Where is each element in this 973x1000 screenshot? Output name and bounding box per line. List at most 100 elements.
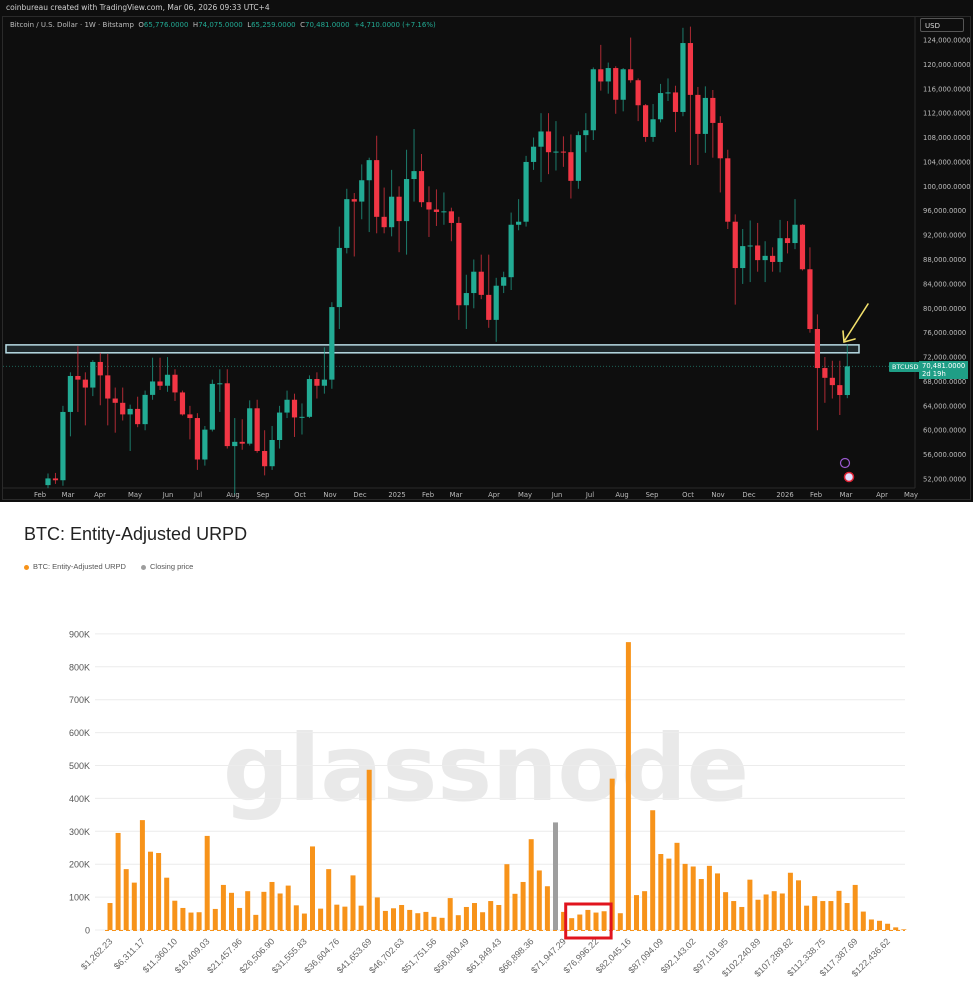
candle-body bbox=[478, 271, 484, 295]
candle-body bbox=[149, 381, 156, 395]
urpd-bar bbox=[860, 911, 866, 930]
candle-body bbox=[650, 119, 656, 137]
candle-body bbox=[164, 374, 171, 386]
candle-body bbox=[224, 383, 230, 447]
candle-body bbox=[269, 440, 275, 467]
time-tick-label: Oct bbox=[294, 491, 306, 499]
price-tick-label: 96,000.0000 bbox=[923, 207, 966, 215]
urpd-bar bbox=[131, 882, 137, 930]
candle-body bbox=[613, 68, 619, 100]
candle-body bbox=[456, 222, 462, 306]
urpd-bar bbox=[318, 908, 324, 930]
urpd-bar bbox=[261, 891, 267, 930]
urpd-bar bbox=[164, 877, 170, 930]
urpd-bar bbox=[893, 927, 899, 930]
symbol-description[interactable]: Bitcoin / U.S. Dollar · 1W · Bitstamp bbox=[10, 21, 134, 29]
candle-body bbox=[276, 412, 283, 440]
urpd-bar bbox=[642, 891, 648, 930]
time-tick-label: Dec bbox=[742, 491, 755, 499]
candle-body bbox=[329, 307, 335, 380]
candle-body bbox=[172, 374, 178, 393]
ohlc-legend: Bitcoin / U.S. Dollar · 1W · Bitstamp O6… bbox=[10, 21, 436, 29]
urpd-bar bbox=[148, 851, 153, 930]
time-tick-label: Apr bbox=[876, 491, 888, 499]
candle-body bbox=[695, 94, 701, 134]
urpd-bar bbox=[763, 894, 769, 930]
candle-body bbox=[306, 379, 313, 417]
legend-label: Closing price bbox=[150, 562, 194, 571]
highlight-box bbox=[564, 902, 613, 940]
candle-body bbox=[381, 216, 387, 228]
candle-body bbox=[635, 80, 641, 106]
urpd-bar bbox=[204, 835, 210, 930]
candle-body bbox=[254, 408, 260, 451]
price-tick-label: 120,000.0000 bbox=[923, 61, 971, 69]
candle-body bbox=[620, 69, 626, 100]
urpd-bar-chart[interactable]: glassnode 0 100K 200K 300K 400K 500K 600K 700K 80… bbox=[0, 500, 973, 1000]
urpd-bar bbox=[245, 891, 251, 930]
time-tick-label: May bbox=[128, 491, 142, 499]
candlestick-chart[interactable]: 52,000.0000 56,000.0000 60,000.0000 64,000.… bbox=[0, 0, 973, 500]
time-tick-label: Feb bbox=[34, 491, 46, 499]
candle-body bbox=[508, 224, 514, 278]
urpd-bar bbox=[852, 884, 858, 930]
time-tick-label: Apr bbox=[94, 491, 106, 499]
price-tick-label: 80,000.0000 bbox=[923, 305, 966, 313]
candle-body bbox=[321, 379, 327, 386]
chart-frame bbox=[2, 16, 971, 500]
price-tick-label: 72,000.0000 bbox=[923, 354, 966, 362]
urpd-bar bbox=[885, 923, 891, 930]
urpd-bar bbox=[488, 901, 494, 930]
candle-body bbox=[486, 294, 492, 320]
urpd-bar bbox=[358, 905, 364, 930]
legend-item-closing-price[interactable]: Closing price bbox=[141, 562, 193, 571]
urpd-bar bbox=[658, 854, 664, 930]
time-tick-label: Jul bbox=[585, 491, 594, 499]
y-tick-label: 800K bbox=[69, 662, 90, 672]
candle-body bbox=[710, 97, 716, 123]
time-tick-label: Nov bbox=[711, 491, 724, 499]
time-tick-label: Mar bbox=[840, 491, 853, 499]
urpd-bar bbox=[350, 875, 356, 930]
urpd-bar bbox=[399, 904, 405, 930]
candle-body bbox=[814, 329, 821, 369]
urpd-bar bbox=[455, 915, 461, 930]
urpd-bar bbox=[828, 901, 834, 930]
candle-body bbox=[67, 375, 74, 412]
price-tick-label: 52,000.0000 bbox=[923, 476, 966, 484]
urpd-bar bbox=[463, 906, 469, 930]
candle-body bbox=[837, 385, 843, 396]
price-tick-label: 104,000.0000 bbox=[923, 158, 971, 166]
urpd-bar bbox=[706, 865, 712, 930]
candle-body bbox=[45, 478, 51, 486]
bar-countdown: 2d 19h bbox=[922, 370, 946, 378]
candle-body bbox=[247, 408, 253, 444]
candle-body bbox=[568, 152, 574, 181]
candle-body bbox=[784, 238, 791, 244]
time-tick-label: Feb bbox=[422, 491, 434, 499]
candle-body bbox=[598, 69, 604, 82]
candle-body bbox=[90, 361, 96, 388]
y-tick-label: 400K bbox=[69, 794, 90, 804]
candle-body bbox=[516, 221, 522, 225]
candle-body bbox=[822, 368, 828, 378]
urpd-bar bbox=[536, 870, 542, 930]
price-tick-label: 88,000.0000 bbox=[923, 256, 966, 264]
urpd-bar bbox=[253, 914, 259, 930]
urpd-bar bbox=[334, 904, 340, 930]
currency-button[interactable]: USD bbox=[920, 18, 964, 32]
urpd-bar bbox=[569, 918, 575, 930]
urpd-bar bbox=[391, 908, 396, 930]
time-tick-label: Apr bbox=[488, 491, 500, 499]
time-tick-label: Mar bbox=[450, 491, 463, 499]
candle-body bbox=[239, 441, 245, 444]
urpd-bar bbox=[561, 911, 567, 930]
urpd-bar bbox=[877, 920, 882, 930]
urpd-bar bbox=[115, 832, 121, 930]
open-label: O bbox=[138, 21, 144, 29]
legend-item-urpd[interactable]: BTC: Entity-Adjusted URPD bbox=[24, 562, 126, 571]
urpd-bar bbox=[366, 769, 372, 930]
urpd-bar bbox=[212, 908, 218, 930]
urpd-bar bbox=[220, 884, 226, 930]
urpd-bar bbox=[771, 891, 777, 930]
